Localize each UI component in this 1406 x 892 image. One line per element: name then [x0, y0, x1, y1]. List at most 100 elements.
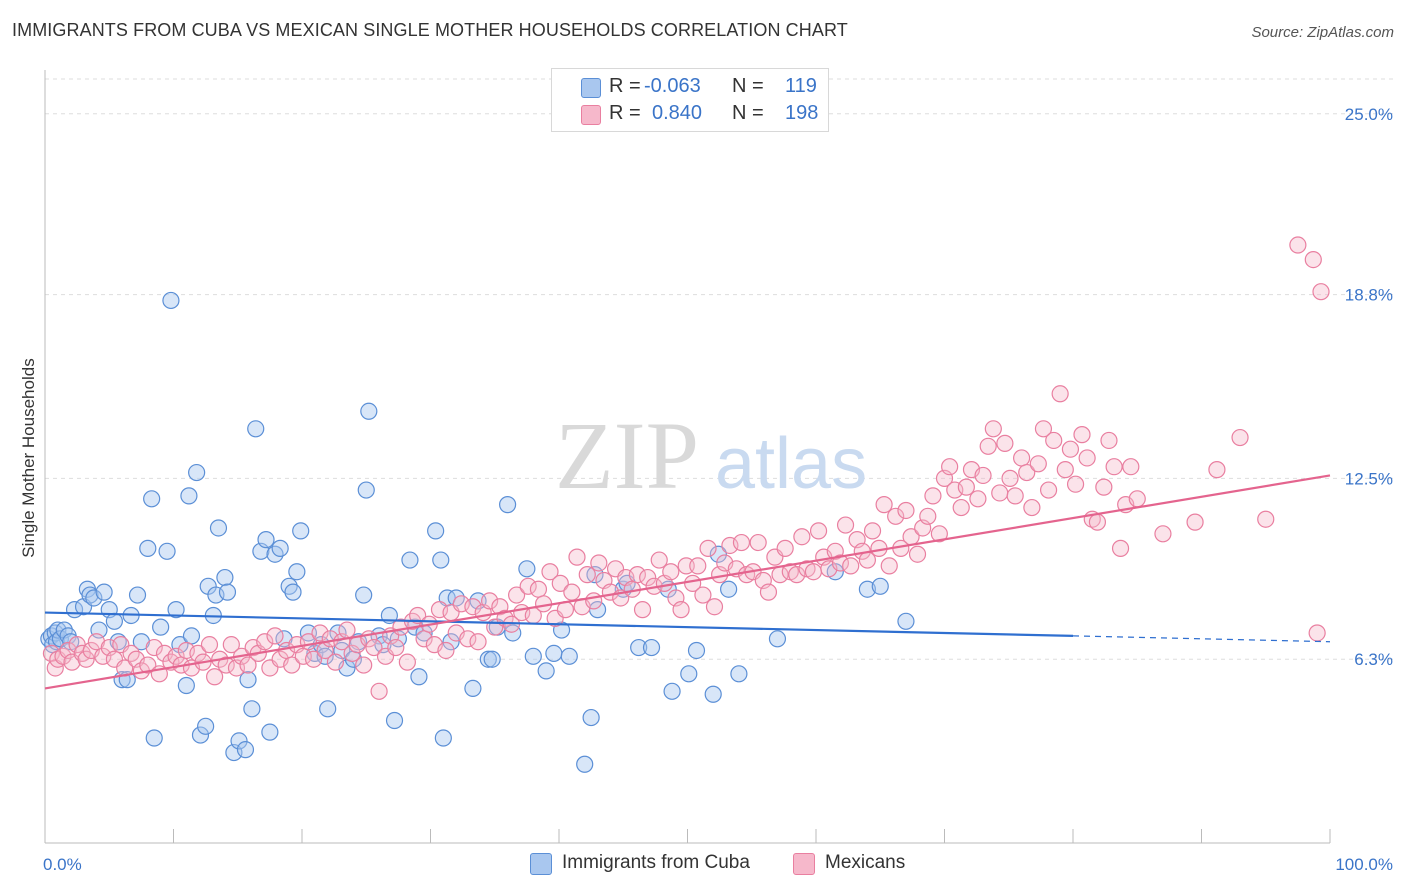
- cuba-point: [357, 481, 375, 499]
- mexicans-point: [897, 501, 915, 520]
- cuba-point: [871, 577, 889, 595]
- mexicans-point: [628, 566, 646, 584]
- mexicans-point: [283, 656, 301, 674]
- mexicans-point: [1105, 458, 1123, 476]
- cuba-point: [897, 612, 915, 630]
- mexicans-point: [590, 554, 608, 572]
- mexicans-point: [311, 624, 329, 642]
- mexicans-point: [759, 583, 778, 601]
- x-tick-labels: 0.0% 100.0%: [43, 855, 1393, 874]
- mexicans-point: [578, 566, 596, 584]
- mexicans-point: [1289, 236, 1307, 254]
- cuba-point: [158, 542, 176, 560]
- watermark: ZIP atlas: [555, 402, 867, 509]
- mexicans-point: [1056, 461, 1074, 479]
- mexicans-point: [409, 606, 427, 625]
- y-tick-label: 18.8%: [1345, 286, 1393, 305]
- mexicans-point: [398, 653, 416, 671]
- mexicans-point: [563, 583, 581, 601]
- cuba-point: [218, 583, 237, 601]
- cuba-point: [401, 551, 419, 569]
- mexicans-point: [326, 653, 345, 671]
- mexicans-point: [662, 563, 680, 581]
- mexicans-point: [1012, 449, 1031, 467]
- mexicans-point: [217, 656, 235, 674]
- mexicans-point: [1122, 458, 1140, 476]
- cuba-legend-label: Immigrants from Cuba: [562, 852, 750, 873]
- cuba-point: [680, 665, 698, 683]
- cuba-trend-line: [44, 611, 1074, 637]
- chart-title: IMMIGRANTS FROM CUBA VS MEXICAN SINGLE M…: [12, 20, 848, 40]
- cuba-point: [663, 682, 681, 700]
- cuba-point: [432, 551, 450, 569]
- mexicans-point: [732, 533, 751, 552]
- n-value: 198: [785, 102, 819, 124]
- cuba-point: [630, 638, 648, 657]
- cuba-point: [180, 487, 198, 505]
- mexicans-point: [1066, 475, 1085, 493]
- mexicans-point: [365, 638, 383, 657]
- cuba-point: [545, 644, 563, 662]
- cuba-point: [109, 633, 127, 651]
- cuba-point: [105, 612, 123, 630]
- mexicans-point: [1039, 481, 1058, 499]
- mexicans-point: [788, 566, 806, 584]
- mexicans-point: [941, 458, 959, 476]
- mexicans-point: [1154, 525, 1172, 543]
- cuba-point: [518, 560, 536, 578]
- mexicans-point: [1006, 487, 1024, 505]
- cuba-point: [95, 583, 113, 601]
- cuba-point: [427, 522, 445, 540]
- mexicans-point: [919, 507, 937, 525]
- mexicans-point: [1073, 426, 1091, 444]
- cuba-point: [128, 586, 147, 604]
- mexicans-point: [541, 563, 559, 581]
- cuba-point: [247, 420, 265, 438]
- mexicans-legend-swatch: [793, 853, 815, 875]
- cuba-point: [360, 402, 378, 420]
- cuba-point: [292, 522, 310, 540]
- mexicans-point: [206, 668, 224, 686]
- mexicans-point: [984, 420, 1002, 438]
- mexicans-point: [952, 498, 970, 517]
- mexicans-point: [304, 650, 323, 668]
- cuba-point: [216, 568, 234, 587]
- cuba-point: [642, 638, 661, 657]
- mexicans-point: [699, 539, 717, 557]
- n-label: N =: [732, 75, 764, 97]
- mexicans-point: [979, 437, 997, 455]
- mexicans-point: [343, 644, 361, 662]
- mexicans-point: [481, 592, 499, 610]
- n-label: N =: [732, 102, 764, 124]
- mexicans-point: [1061, 440, 1080, 458]
- cuba-point: [499, 496, 517, 514]
- trend-lines: [44, 474, 1331, 690]
- mexicans-point: [370, 682, 388, 700]
- cuba-point: [709, 545, 727, 563]
- cuba-point: [576, 755, 594, 773]
- mexicans-point: [266, 627, 284, 645]
- r-label: R =: [609, 75, 641, 97]
- mexicans-point: [887, 507, 905, 525]
- mexicans-point: [749, 533, 767, 552]
- mexicans-point: [639, 568, 657, 587]
- mexicans-point: [189, 644, 207, 662]
- cuba-point: [85, 589, 103, 607]
- x-tick-label: 0.0%: [43, 855, 82, 874]
- legend-row-mexicans: R = 0.840 N = 198: [552, 102, 828, 130]
- cuba-point: [434, 729, 452, 747]
- legend-row-cuba: R = -0.063 N = 119: [552, 75, 828, 103]
- cuba-point: [560, 647, 578, 665]
- y-tick-label: 12.5%: [1345, 469, 1393, 488]
- mexicans-point: [77, 650, 95, 668]
- cuba-point: [537, 662, 555, 680]
- mexicans-point: [355, 656, 373, 674]
- mexicans-legend-label: Mexicans: [825, 852, 906, 873]
- cuba-point: [687, 641, 706, 660]
- chart-source: Source: ZipAtlas.com: [1251, 24, 1394, 41]
- cuba-point: [261, 723, 279, 741]
- correlation-legend: R = -0.063 N = 119 R = 0.840 N = 198: [551, 68, 829, 132]
- mexicans-point: [836, 516, 855, 534]
- mexicans-point: [1095, 478, 1113, 496]
- mexicans-point: [1029, 455, 1047, 473]
